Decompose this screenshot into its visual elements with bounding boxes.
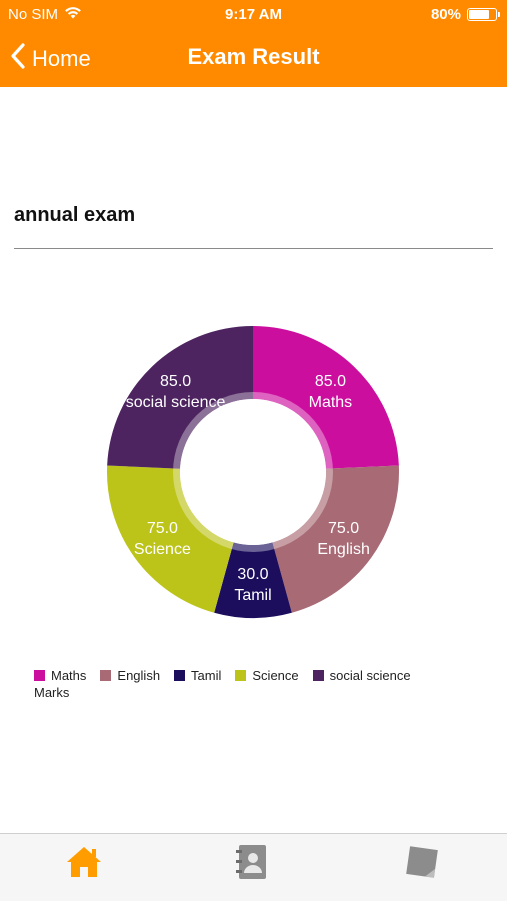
contact-book-icon [234, 843, 270, 886]
battery-percent: 80% [430, 6, 461, 23]
legend-label: Tamil [191, 668, 222, 683]
chevron-left-icon [10, 42, 26, 76]
donut-slice-english[interactable] [272, 465, 399, 613]
slice-value-label: 75.0 [147, 520, 178, 537]
legend-label: English [117, 668, 161, 683]
wifi-icon [64, 6, 82, 23]
slice-name-label: Science [134, 541, 191, 558]
home-icon [65, 844, 103, 885]
donut-slice-science[interactable] [107, 465, 234, 613]
legend-item: Science [235, 668, 299, 683]
slice-value-label: 30.0 [237, 566, 268, 583]
legend-item: Tamil [174, 668, 221, 683]
legend-label: Maths [51, 668, 87, 683]
back-button-label: Home [32, 46, 91, 71]
donut-slice-maths[interactable] [253, 326, 399, 469]
slice-name-label: social science [126, 394, 226, 411]
legend-label: social science [329, 668, 411, 683]
slice-name-label: English [317, 541, 369, 558]
donut-hole [180, 399, 326, 545]
slice-value-label: 75.0 [328, 520, 359, 537]
legend-row: Maths English Tamil Science social science [34, 668, 419, 683]
tab-notes[interactable] [402, 844, 442, 884]
status-right: 80% [430, 6, 500, 23]
sticky-note-icon [403, 843, 441, 886]
chart-container: 85.0 Maths 75.0 English 30.0 Tamil 75.0 Science… [0, 300, 507, 650]
legend-swatch [312, 670, 324, 681]
donut-slice-tamil[interactable] [214, 542, 292, 618]
legend-label: Science [252, 668, 299, 683]
tab-contacts[interactable] [232, 844, 272, 884]
slice-value-label: 85.0 [315, 373, 346, 390]
divider [14, 248, 493, 249]
navigation-bar: Home Exam Result [0, 30, 507, 87]
slice-name-label: Maths [309, 394, 353, 411]
chart-legend: Maths English Tamil Science social science M… [34, 668, 419, 700]
status-time: 9:17 AM [225, 6, 282, 23]
legend-swatch [235, 670, 247, 681]
tab-bar [0, 833, 507, 901]
slice-value-label: 85.0 [160, 373, 191, 390]
legend-swatch [34, 670, 45, 681]
legend-swatch [174, 670, 186, 681]
slice-name-label: Tamil [234, 587, 271, 604]
donut-chart: 85.0 Maths 75.0 English 30.0 Tamil 75.0 Science… [107, 326, 399, 618]
legend-item: English [100, 668, 160, 683]
chart-description: Marks [34, 685, 70, 700]
section-title: annual exam [14, 204, 136, 226]
carrier-label: No SIM [8, 6, 59, 23]
tab-home[interactable] [64, 844, 104, 884]
donut-slice-social-science[interactable] [107, 326, 254, 469]
back-button[interactable]: Home [10, 42, 91, 76]
status-left: No SIM [8, 6, 82, 23]
battery-icon [467, 8, 500, 21]
legend-item: social science [312, 668, 411, 683]
legend-swatch [100, 670, 112, 681]
legend-item: Maths [34, 668, 86, 683]
status-bar: No SIM 9:17 AM 80% [0, 0, 507, 30]
